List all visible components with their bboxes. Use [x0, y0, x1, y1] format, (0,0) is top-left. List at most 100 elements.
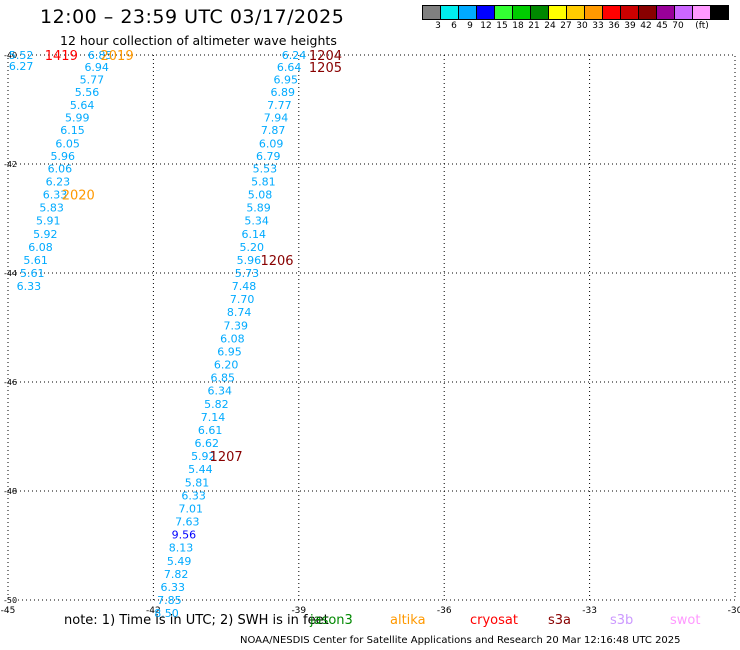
swh-value: 7.85 [157, 594, 182, 607]
swh-value: 5.61 [23, 254, 48, 267]
lat-tick-label: -44 [4, 269, 17, 278]
swh-value: 6.06 [48, 162, 73, 175]
swh-value: 5.08 [248, 189, 273, 202]
legend-label: 3 [435, 21, 441, 31]
swh-value: 6.24 [282, 49, 307, 62]
swh-value: 7.48 [232, 280, 257, 293]
swh-value: 5.81 [185, 476, 210, 489]
lat-tick-label: -48 [4, 487, 17, 496]
legend-label: 6 [451, 21, 457, 31]
legend-label: 39 [624, 21, 636, 31]
swh-value: 5.83 [39, 202, 64, 215]
legend-label: 15 [496, 21, 508, 31]
swh-value: 6.33 [17, 280, 42, 293]
swh-value: 5.91 [36, 215, 61, 228]
lon-tick-label: -45 [1, 606, 16, 616]
legend-label: 30 [576, 21, 588, 31]
satellite-label-s3a: s3a [548, 613, 572, 628]
swh-value: 6.09 [259, 137, 284, 150]
satellite-label-jason3: jason3 [310, 613, 353, 628]
satellite-label-cryosat: cryosat [470, 613, 518, 628]
swh-value: 5.82 [204, 398, 229, 411]
legend-label: 45 [656, 21, 668, 31]
swh-value: 5.49 [167, 555, 192, 568]
legend-label: 12 [480, 21, 492, 31]
swh-value: 5.92 [191, 450, 216, 463]
lon-tick-label: -42 [146, 606, 161, 616]
swh-value: 7.94 [264, 112, 289, 125]
swh-value: 9.56 [172, 529, 197, 542]
swh-value: 5.53 [253, 162, 278, 175]
swh-value: 6.20 [214, 359, 239, 372]
swh-value: 6.08 [28, 241, 53, 254]
credit-line: NOAA/NESDIS Center for Satellite Applica… [240, 635, 681, 646]
swh-value: 7.82 [164, 568, 189, 581]
lat-tick-label: -40 [4, 51, 17, 60]
legend-label: 70 [672, 21, 684, 31]
swh-value: 6.23 [46, 175, 71, 188]
pass-time-label: 1205 [309, 61, 342, 76]
legend-label: 21 [528, 21, 540, 31]
satellite-label-s3b: s3b [610, 613, 634, 628]
swh-value: 6.15 [60, 124, 85, 137]
lat-tick-label: -42 [4, 160, 17, 169]
pass-time-label: 2019 [101, 49, 134, 64]
swh-value: 6.05 [55, 137, 80, 150]
swh-value: 7.77 [267, 99, 292, 112]
legend-unit: (ft) [695, 21, 709, 31]
swh-value: 6.33 [181, 489, 206, 502]
swh-value: 5.81 [251, 175, 276, 188]
swh-value: 6.62 [194, 437, 219, 450]
swh-value: 8.74 [227, 306, 252, 319]
lon-tick-label: -36 [437, 606, 452, 616]
footnote: note: 1) Time is in UTC; 2) SWH is in fe… [64, 613, 329, 628]
swh-value: 6.34 [208, 385, 233, 398]
legend-label-row: 3 6 9 12 15 18 21 24 27 30 33 36 39 42 45 70 (ft) [422, 20, 728, 32]
lon-tick-label: -39 [291, 606, 306, 616]
pass-time-label: 2020 [62, 189, 95, 204]
pass-time-label: 1419 [45, 49, 78, 64]
swh-value: 6.64 [277, 61, 302, 74]
swh-value: 7.87 [261, 124, 286, 137]
swh-value: 5.64 [70, 99, 95, 112]
swh-value: 6.33 [161, 581, 186, 594]
swh-value: 5.44 [188, 463, 213, 476]
swh-value: 5.77 [80, 74, 105, 87]
swh-value: 6.79 [256, 150, 281, 163]
map-frame [7, 54, 736, 601]
map-subtitle: 12 hour collection of altimeter wave hei… [60, 33, 337, 48]
swh-value: 6.85 [88, 49, 113, 62]
swh-value: 6.08 [220, 332, 245, 345]
lat-tick-label: -46 [4, 378, 17, 387]
pass-time-label: 1204 [309, 49, 342, 64]
map-title: 12:00 – 23:59 UTC 03/17/2025 [40, 6, 345, 28]
legend-label: 24 [544, 21, 556, 31]
swh-value: 6.89 [271, 86, 296, 99]
swh-value: 5.89 [246, 202, 271, 215]
swh-value: 7.01 [178, 502, 203, 515]
pass-time-label: 1207 [210, 450, 243, 465]
legend-swatch-row [422, 5, 729, 20]
satellite-label-altika: altika [390, 613, 426, 628]
swh-value: 5.73 [235, 267, 260, 280]
swh-value: 8.13 [169, 542, 194, 555]
swh-value: 5.92 [33, 228, 58, 241]
swh-value: 8.50 [154, 607, 179, 620]
swh-value: 5.34 [244, 215, 269, 228]
legend-label: 27 [560, 21, 572, 31]
swh-value: 5.96 [237, 254, 262, 267]
pass-time-label: 1206 [260, 254, 293, 269]
color-legend: 3 6 9 12 15 18 21 24 27 30 33 36 39 42 45 70 (ft) [422, 5, 729, 32]
swh-value: 5.56 [75, 86, 100, 99]
swh-value: 6.95 [217, 345, 242, 358]
swh-value: 7.63 [175, 516, 200, 529]
legend-label: 18 [512, 21, 524, 31]
lon-tick-label: -30 [728, 606, 740, 616]
swh-value: 5.99 [65, 112, 90, 125]
lon-tick-label: -33 [582, 606, 597, 616]
swh-value: 6.14 [241, 228, 266, 241]
swh-value: 6.33 [43, 189, 68, 202]
satellite-label-swot: swot [670, 613, 701, 628]
swh-value: 6.94 [84, 61, 109, 74]
